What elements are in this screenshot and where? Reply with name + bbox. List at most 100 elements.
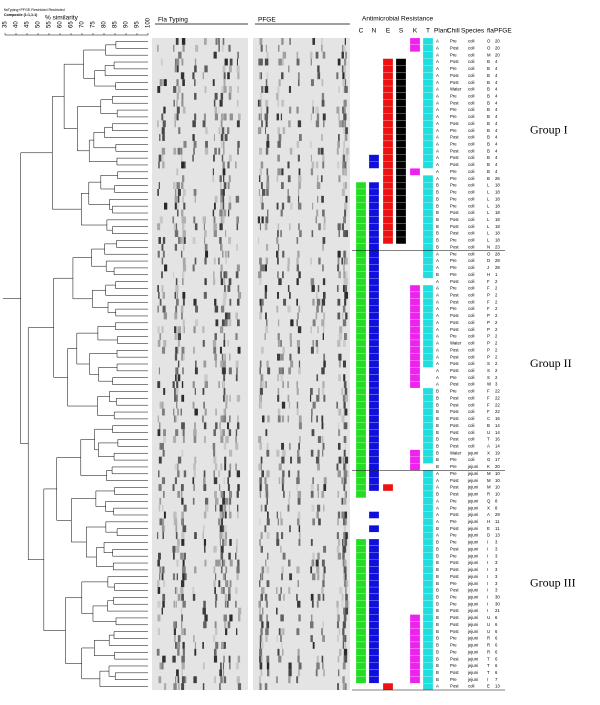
- gel-band: [281, 401, 286, 409]
- gel-band: [299, 532, 301, 540]
- gel-band: [260, 305, 263, 313]
- gel-band: [344, 408, 348, 416]
- gel-band: [176, 79, 179, 87]
- gel-band: [338, 134, 340, 141]
- gel-band: [311, 285, 315, 292]
- gel-band: [161, 525, 165, 533]
- gel-band: [222, 65, 226, 73]
- resistance-cell: [368, 216, 380, 224]
- gel-band: [278, 628, 281, 636]
- table-cell: T: [487, 656, 490, 661]
- table-cell: 2: [495, 347, 498, 352]
- gel-band: [176, 367, 179, 375]
- resistance-cell: [368, 449, 380, 457]
- gel-band: [265, 243, 269, 251]
- table-cell: coli: [468, 210, 474, 215]
- gel-band: [235, 463, 237, 471]
- gel-band: [181, 422, 185, 430]
- resistance-cell: [409, 463, 421, 471]
- gel-band: [280, 374, 283, 382]
- gel-band: [321, 44, 323, 52]
- gel-band: [227, 484, 230, 491]
- gel-band: [261, 573, 263, 581]
- gel-band: [161, 607, 164, 615]
- gel-band: [266, 51, 269, 59]
- gel-band: [277, 518, 280, 526]
- table-cell: Post: [450, 368, 459, 373]
- gel-band: [342, 394, 346, 402]
- table-cell: coli: [468, 265, 474, 270]
- gel-band: [310, 614, 313, 622]
- gel-band: [336, 106, 340, 114]
- file-note: flaTyping+PFGE Restricted Restricted: [4, 8, 65, 12]
- table-cell: Pre: [450, 114, 457, 119]
- table-cell: Pre: [450, 643, 457, 648]
- resistance-cell: [382, 230, 394, 238]
- gel-band: [173, 86, 177, 93]
- gel-band: [259, 223, 261, 231]
- gel-band: [342, 360, 346, 368]
- resistance-cell: [368, 367, 380, 375]
- table-cell: Pre: [450, 251, 457, 256]
- gel-band: [193, 346, 195, 354]
- gel-band: [193, 635, 195, 642]
- resistance-cell: [422, 387, 434, 395]
- gel-band: [236, 243, 238, 251]
- resistance-cell: [422, 154, 434, 162]
- gel-band: [158, 367, 160, 375]
- gel-band: [276, 202, 279, 210]
- table-cell: A: [436, 73, 439, 78]
- table-cell: 3: [495, 567, 498, 572]
- gel-band: [220, 278, 224, 286]
- resistance-cell: [422, 223, 434, 231]
- resistance-cell: [355, 435, 367, 444]
- gel-band: [259, 99, 262, 107]
- gel-band: [344, 511, 348, 519]
- gel-band: [192, 72, 195, 80]
- gel-band: [276, 175, 279, 183]
- gel-band: [223, 394, 225, 402]
- resistance-cell: [422, 648, 434, 656]
- gel-band: [282, 648, 284, 656]
- gel-band: [162, 291, 165, 299]
- gel-band: [336, 545, 340, 553]
- table-cell: Pre: [450, 540, 457, 545]
- table-cell: Pre: [450, 457, 457, 462]
- resistance-cell: [355, 662, 367, 670]
- gel-band: [222, 539, 225, 546]
- table-cell: coli: [468, 135, 474, 140]
- gel-band: [259, 257, 262, 265]
- table-cell: coli: [468, 73, 474, 78]
- gel-band: [310, 388, 313, 395]
- resistance-cell: [355, 264, 367, 272]
- resistance-cell: [422, 511, 434, 519]
- gel-band: [183, 628, 186, 636]
- gel-band: [321, 298, 326, 306]
- table-cell: 7: [495, 677, 498, 682]
- table-cell: Pre: [450, 505, 457, 510]
- gel-band: [175, 346, 178, 354]
- gel-band: [182, 264, 187, 272]
- gel-band: [296, 278, 299, 286]
- gel-band: [218, 38, 220, 45]
- table-cell: N: [487, 244, 490, 249]
- gel-band: [227, 593, 231, 601]
- gel-band: [195, 360, 197, 368]
- table-cell: Pre: [450, 286, 457, 291]
- gel-band: [266, 442, 269, 450]
- gel-band: [310, 449, 314, 457]
- table-cell: coli: [468, 279, 474, 284]
- gel-band: [341, 65, 344, 73]
- gel-band: [223, 381, 225, 389]
- table-cell: coli: [468, 121, 474, 126]
- gel-band: [163, 511, 166, 519]
- gel-band: [163, 339, 167, 347]
- gel-band: [281, 456, 285, 464]
- gel-band: [157, 339, 161, 347]
- gel-band: [181, 429, 183, 437]
- gel-band: [341, 497, 344, 505]
- gel-band: [228, 490, 232, 498]
- gel-band: [220, 271, 222, 279]
- gel-band: [236, 65, 240, 73]
- gel-band: [173, 223, 177, 231]
